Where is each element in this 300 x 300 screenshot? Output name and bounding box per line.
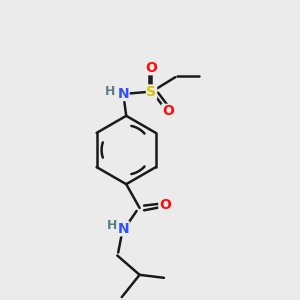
Text: S: S [146,85,157,99]
Text: O: O [146,61,158,75]
Text: O: O [159,198,171,212]
Text: H: H [105,85,115,98]
Text: H: H [107,219,117,232]
Text: O: O [162,104,174,118]
Text: N: N [117,86,129,100]
Text: N: N [117,222,129,236]
